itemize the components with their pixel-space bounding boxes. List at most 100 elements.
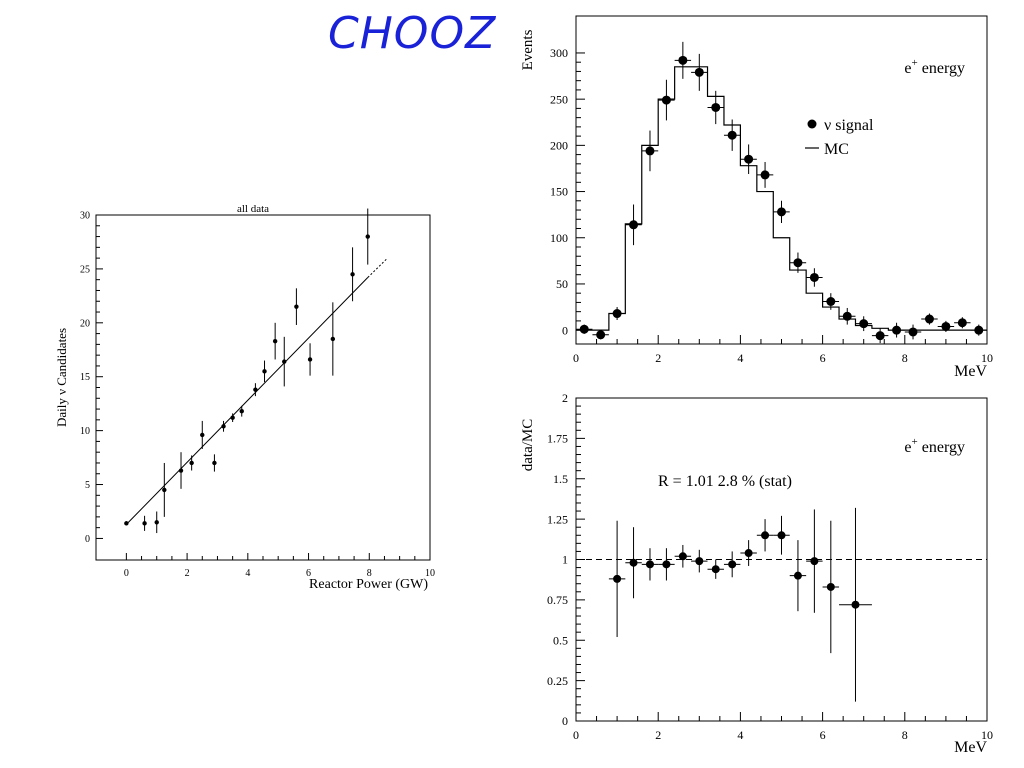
y-tick-label: 15 (80, 372, 90, 383)
ratio-point (678, 552, 687, 561)
y-axis-label: Daily ν Candidates (54, 328, 69, 427)
x-tick-label: 0 (573, 728, 579, 742)
x-axis: 0 2 4 6 8 10 (573, 335, 993, 365)
x-tick-label: 4 (245, 568, 250, 579)
signal-point (908, 327, 918, 337)
y-tick-label: 250 (550, 92, 568, 106)
ratio-point (793, 571, 802, 580)
ratio-point (711, 565, 720, 574)
y-tick-label: 0.75 (547, 593, 568, 607)
data-point (365, 234, 370, 239)
x-tick-label: 10 (981, 351, 993, 365)
ratio-label: R = 1.01 2.8 % (stat) (658, 473, 792, 490)
signal-point (711, 102, 721, 112)
data-point (294, 304, 299, 309)
signal-point (579, 324, 589, 334)
y-tick-label: 10 (80, 426, 90, 437)
data-point (230, 415, 235, 420)
chart-title: all data (237, 203, 269, 215)
legend-label-mc: MC (824, 141, 849, 158)
x-tick-label: 8 (902, 728, 908, 742)
x-tick-label: 0 (573, 351, 579, 365)
data-point (200, 432, 205, 438)
y-axis: 0 0.25 0.5 0.75 1 1.25 1.5 1.75 2 (547, 391, 585, 728)
signal-point (661, 95, 671, 105)
x-tick-label: 8 (902, 351, 908, 365)
y-tick-label: 200 (550, 139, 568, 153)
x-tick-label: 10 (981, 728, 993, 742)
x-tick-label: 2 (655, 351, 661, 365)
y-axis: 0 50 100 150 200 250 300 (550, 46, 585, 337)
plot-frame (95, 214, 431, 561)
y-tick-label: 0.5 (553, 633, 568, 647)
x-tick-label: 4 (737, 351, 743, 365)
signal-point (974, 325, 984, 335)
data-point (189, 460, 194, 466)
y-tick-label: 1.25 (547, 512, 568, 526)
y-tick-label: 0.25 (547, 674, 568, 688)
legend-label-signal: ν signal (824, 117, 874, 134)
ratio-point (761, 531, 770, 540)
data-point (162, 487, 167, 493)
x-tick-label: 2 (185, 568, 190, 579)
data-point (253, 387, 258, 392)
y-axis: 0 5 10 15 20 25 30 (80, 211, 103, 545)
data-point (282, 359, 287, 364)
chart-data-over-mc: 0 2 4 6 8 10 0 0.25 0.5 0.75 1 1.25 1.5 1.75 2 MeV data/… (520, 391, 993, 756)
ratio-point (810, 557, 819, 566)
x-axis-label: MeV (954, 739, 987, 756)
data-point (350, 272, 355, 277)
signal-point (957, 318, 967, 328)
data-point (212, 460, 217, 466)
signal-point (760, 170, 770, 180)
data-point (239, 409, 244, 414)
y-tick-label: 0 (562, 714, 568, 728)
ratio-point (662, 560, 671, 569)
data-point (124, 521, 129, 526)
fit-line-extension (367, 257, 388, 278)
x-tick-label: 4 (737, 728, 743, 742)
y-tick-label: 5 (85, 480, 90, 491)
y-tick-label: 25 (80, 264, 90, 275)
ratio-point (645, 560, 654, 569)
data-point (330, 336, 336, 342)
data-point (221, 424, 226, 429)
x-axis-label: MeV (954, 363, 987, 380)
ratio-point (695, 557, 704, 566)
signal-point (924, 314, 934, 324)
y-tick-label: 1.5 (553, 472, 568, 486)
signal-point (596, 330, 606, 340)
x-axis: 0 2 4 6 8 10 (124, 553, 435, 579)
signal-point (744, 154, 754, 164)
x-axis: 0 2 4 6 8 10 (573, 712, 993, 742)
y-tick-label: 30 (80, 211, 90, 222)
signal-point (842, 311, 852, 321)
y-tick-label: 150 (550, 185, 568, 199)
legend: ν signal MC (805, 117, 874, 158)
energy-annotation: e+ energy (904, 436, 965, 456)
data-point (262, 369, 267, 374)
ratio-point (851, 600, 860, 609)
legend-marker-signal (807, 119, 817, 129)
ratio-point (728, 560, 737, 569)
y-tick-label: 100 (550, 231, 568, 245)
y-tick-label: 50 (556, 277, 568, 291)
data-point (142, 521, 147, 526)
x-tick-label: 8 (367, 568, 372, 579)
signal-point (892, 325, 902, 335)
signal-point (777, 207, 786, 217)
chart-daily-candidates: 0 2 4 6 8 10 0 5 10 15 20 25 30 all data Reactor Power… (54, 203, 435, 592)
y-axis-label: Events (520, 29, 536, 70)
data-point (307, 357, 313, 362)
x-tick-label: 10 (425, 568, 435, 579)
x-tick-label: 6 (820, 351, 826, 365)
y-tick-label: 0 (562, 323, 568, 337)
ratio-point (826, 582, 835, 591)
signal-point (645, 146, 655, 156)
y-tick-label: 1 (562, 553, 568, 567)
signal-point (727, 130, 737, 140)
signal-point (826, 296, 836, 306)
energy-annotation: e+ energy (904, 57, 965, 77)
